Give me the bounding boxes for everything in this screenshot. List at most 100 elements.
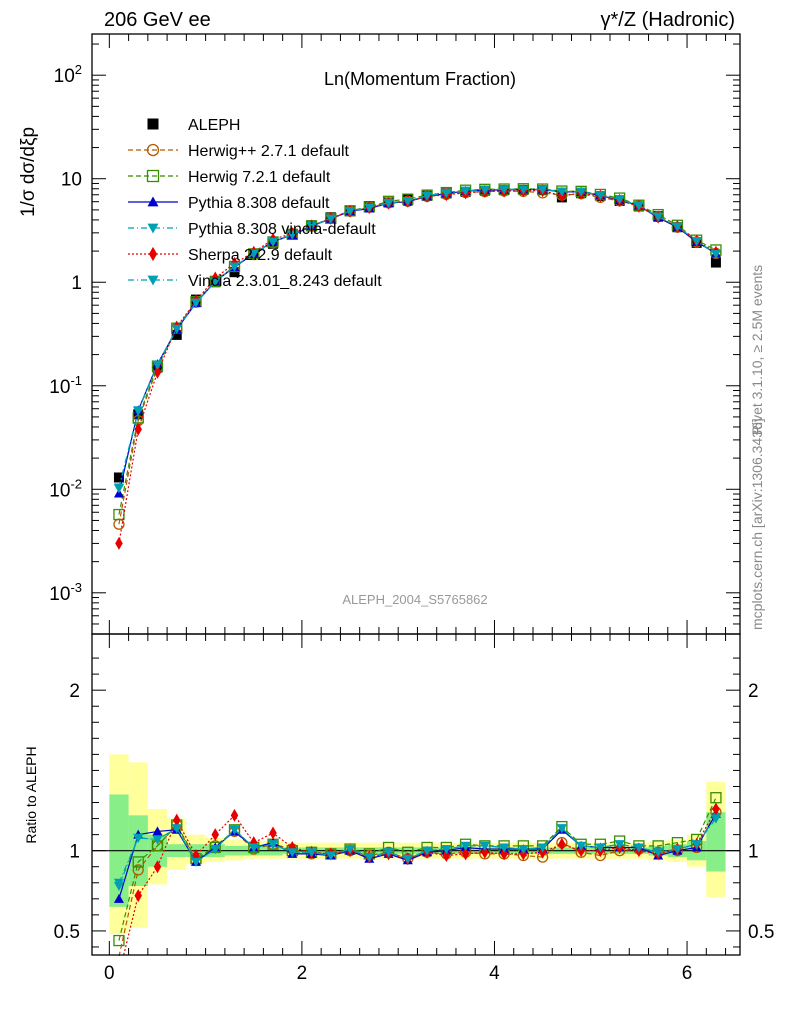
ratio-point-vincia-2-3-01-8-243-default — [595, 843, 606, 853]
y-tick-label: 10-3 — [49, 580, 82, 605]
data-point-aleph — [710, 257, 721, 268]
series-line-sherpa-2-2-9-default — [118, 190, 717, 544]
ratio-point-vincia-2-3-01-8-243-default — [268, 840, 279, 850]
data-point-vincia-2-3-01-8-243-default — [306, 221, 317, 231]
data-point-vincia-2-3-01-8-243-default — [402, 196, 413, 206]
legend-marker — [148, 246, 158, 262]
data-point-vincia-2-3-01-8-243-default — [268, 237, 279, 247]
ratio-point-sherpa-2-2-9-default — [481, 845, 489, 859]
ratio-y-tick-label: 0.5 — [54, 922, 80, 943]
data-point-vincia-2-3-01-8-243-default — [422, 191, 433, 201]
ratio-point-sherpa-2-2-9-default — [442, 848, 451, 862]
ratio-line-herwig-2-7-1-default — [118, 811, 717, 957]
main-series-layer — [113, 183, 722, 550]
data-point-vincia-2-3-01-8-243-default — [614, 195, 625, 205]
ratio-point-vincia-2-3-01-8-243-default — [306, 848, 317, 858]
ratio-point-vincia-2-3-01-8-243-default — [710, 814, 721, 824]
ratio-point-sherpa-2-2-9-default — [269, 826, 277, 840]
data-point-vincia-2-3-01-8-243-default — [691, 237, 702, 247]
ratio-y-tick-label-right: 2 — [748, 681, 759, 702]
ratio-point-vincia-2-3-01-8-243-default — [422, 846, 433, 856]
ratio-point-sherpa-2-2-9-default — [558, 837, 566, 851]
data-point-sherpa-2-2-9-default — [115, 536, 123, 550]
ratio-point-herwig-7-2-1-default — [132, 856, 144, 868]
ratio-point-vincia-2-3-01-8-243-default — [383, 848, 394, 858]
legend-marker — [147, 223, 159, 234]
data-point-vincia-2-3-01-8-243-default — [499, 185, 510, 195]
y-tick-label: 102 — [54, 62, 82, 87]
ratio-point-vincia-2-3-01-8-243-default — [556, 824, 567, 834]
ratio-point-sherpa-2-2-9-default — [461, 847, 470, 861]
ratio-point-vincia-2-3-01-8-243-default — [537, 843, 548, 853]
ratio-point-vincia-2-3-01-8-243-default — [441, 845, 452, 855]
ratio-point-vincia-2-3-01-8-243-default — [287, 848, 298, 858]
data-point-vincia-2-3-01-8-243-default — [229, 262, 240, 272]
ratio-point-sherpa-2-2-9-default — [153, 860, 162, 874]
ratio-point-vincia-2-3-01-8-243-default — [210, 845, 221, 855]
ratio-point-vincia-2-3-01-8-243-default — [229, 825, 240, 835]
ratio-point-sherpa-2-2-9-default — [712, 802, 720, 816]
legend-marker — [147, 118, 159, 130]
y-tick-label: 10-1 — [49, 373, 82, 398]
ratio-point-vincia-2-3-01-8-243-default — [460, 841, 471, 851]
legend: ALEPH Herwig++ 2.7.1 default Herwig 7.2.1 … — [128, 117, 382, 290]
ratio-point-vincia-2-3-01-8-243-default — [402, 854, 413, 864]
mcplots-label: mcplots.cern.ch [arXiv:1306.3436] — [749, 418, 765, 630]
y-tick-label: 10 — [61, 170, 82, 191]
data-point-vincia-2-3-01-8-243-default — [460, 186, 471, 196]
ratio-point-vincia-2-3-01-8-243-default — [171, 824, 182, 834]
legend-label: Herwig++ 2.7.1 default — [188, 143, 350, 160]
data-point-aleph — [113, 472, 124, 483]
data-point-aleph — [229, 267, 240, 278]
data-point-vincia-2-3-01-8-243-default — [710, 250, 721, 260]
legend-label: ALEPH — [188, 117, 240, 134]
y-tick-label: 10-2 — [49, 476, 82, 501]
plot-title: Ln(Momentum Fraction) — [324, 69, 516, 89]
data-point-vincia-2-3-01-8-243-default — [479, 185, 490, 195]
data-point-vincia-2-3-01-8-243-default — [383, 198, 394, 208]
series-line-herwig-2-7-1-default — [118, 190, 717, 525]
ratio-point-herwig-2-7-1-default — [132, 864, 144, 876]
data-point-vincia-2-3-01-8-243-default — [345, 206, 356, 216]
data-point-vincia-2-3-01-8-243-default — [190, 298, 201, 308]
data-point-vincia-2-3-01-8-243-default — [210, 277, 221, 287]
data-point-sherpa-2-2-9-default — [134, 422, 142, 436]
ratio-point-vincia-2-3-01-8-243-default — [364, 853, 375, 863]
data-point-vincia-2-3-01-8-243-default — [672, 222, 683, 232]
legend-marker — [147, 196, 159, 207]
ratio-point-vincia-2-3-01-8-243-default — [576, 841, 587, 851]
axes-layer: 0 2 4 6 10-3 10-2 10-1 1 10 102 0.5 0.5 1 1 2 2 — [49, 33, 774, 984]
ratio-point-sherpa-2-2-9-default — [172, 813, 181, 827]
ratio-point-vincia-2-3-01-8-243-default — [133, 833, 144, 843]
legend-marker — [147, 275, 159, 286]
data-point-vincia-2-3-01-8-243-default — [633, 201, 644, 211]
ratio-point-sherpa-2-2-9-default — [134, 889, 142, 903]
data-point-vincia-2-3-01-8-243-default — [152, 360, 163, 370]
rivet-version-label: Rivet 3.1.10, ≥ 2.5M events — [749, 265, 765, 435]
analysis-watermark: ALEPH_2004_S5765862 — [342, 592, 487, 607]
header-left: 206 GeV ee — [104, 9, 211, 31]
ratio-y-tick-label-right: 0.5 — [748, 922, 774, 943]
ratio-point-vincia-2-3-01-8-243-default — [190, 857, 201, 867]
ratio-point-vincia-2-3-01-8-243-default — [248, 843, 259, 853]
stat-uncertainty-band — [706, 812, 726, 872]
data-point-sherpa-2-2-9-default — [153, 365, 162, 379]
main-y-axis-label: 1/σ dσ/dξp — [18, 127, 39, 217]
data-point-vincia-2-3-01-8-243-default — [441, 189, 452, 199]
ratio-point-vincia-2-3-01-8-243-default — [479, 841, 490, 851]
ratio-y-tick-label: 1 — [69, 842, 80, 863]
ratio-point-vincia-2-3-01-8-243-default — [152, 835, 163, 845]
legend-label: Pythia 8.308 default — [188, 195, 330, 212]
data-point-aleph — [171, 329, 182, 340]
ratio-point-vincia-2-3-01-8-243-default — [325, 851, 336, 861]
ratio-clip-mask — [92, 956, 740, 1024]
ratio-point-pythia-8-308-default — [113, 893, 124, 903]
x-tick-label: 2 — [297, 963, 308, 984]
ratio-point-vincia-2-3-01-8-243-default — [518, 845, 529, 855]
y-tick-label: 1 — [71, 273, 82, 294]
data-point-vincia-2-3-01-8-243-default — [171, 324, 182, 334]
legend-label: Pythia 8.308 vincia-default — [188, 221, 376, 238]
data-point-vincia-2-3-01-8-243-default — [113, 484, 124, 494]
data-point-vincia-2-3-01-8-243-default — [576, 187, 587, 197]
